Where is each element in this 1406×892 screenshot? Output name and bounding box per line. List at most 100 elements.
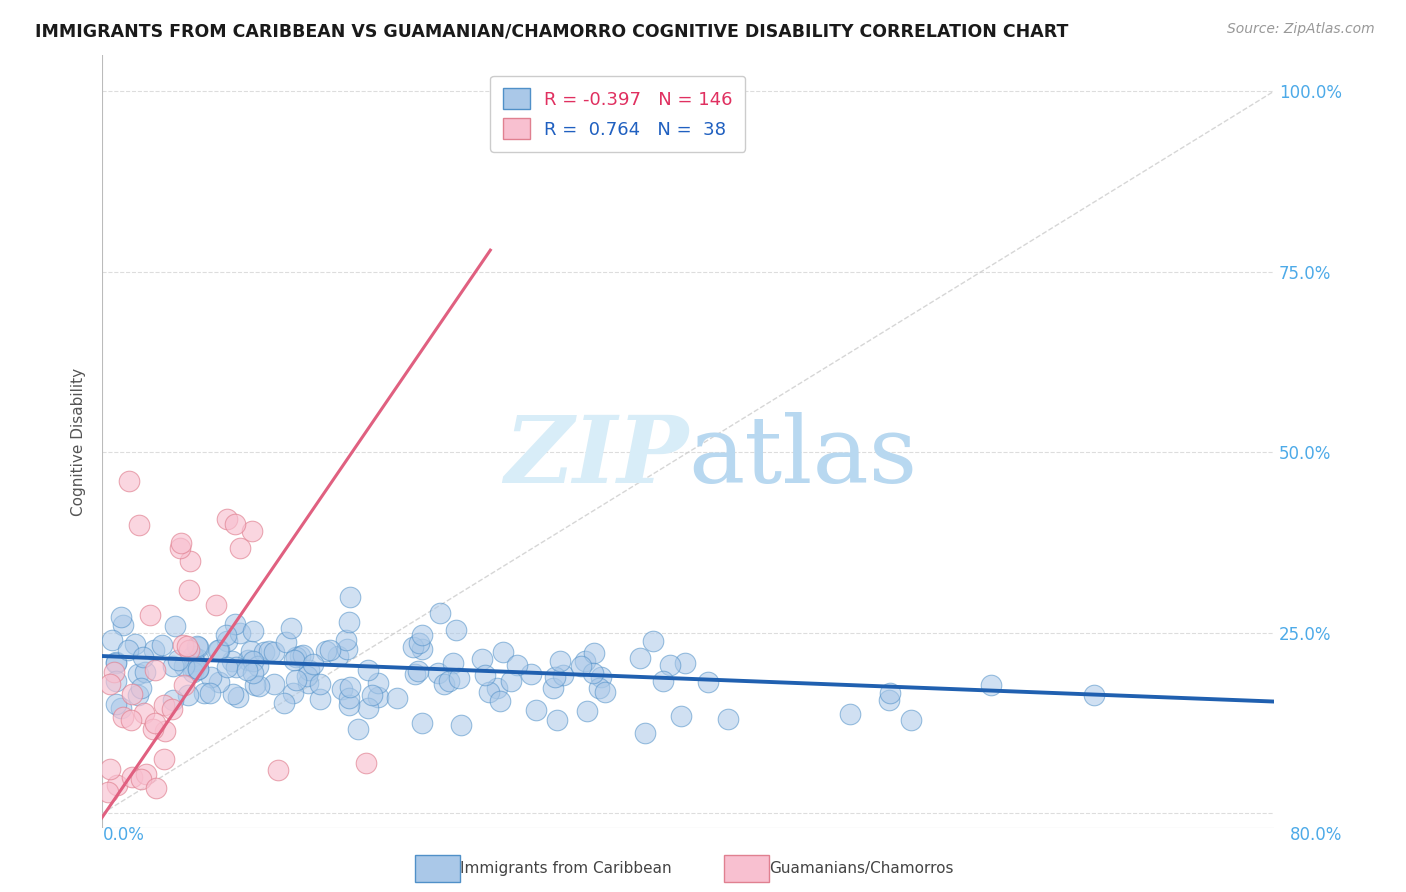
Point [143,663,166,677]
Point [444,623,467,637]
Point [104,655,127,669]
Point [145,780,167,795]
Point [273,696,295,710]
Point [200,670,222,684]
Text: IMMIGRANTS FROM CARIBBEAN VS GUAMANIAN/CHAMORRO COGNITIVE DISABILITY CORRELATION: IMMIGRANTS FROM CARIBBEAN VS GUAMANIAN/C… [35,22,1069,40]
Point [173,658,195,673]
Point [215,660,238,674]
Point [263,677,285,691]
Text: Immigrants from Caribbean: Immigrants from Caribbean [460,862,672,876]
Point [127,667,149,681]
Point [167,653,190,667]
Point [173,678,195,692]
Point [339,590,361,604]
Point [245,678,267,692]
Point [408,636,430,650]
Point [1083,688,1105,702]
Point [183,655,205,669]
Point [263,645,285,659]
Point [402,640,425,654]
Point [385,691,408,706]
Legend: R = -0.397   N = 146, R =  0.764   N =  38: R = -0.397 N = 146, R = 0.764 N = 38 [491,76,745,152]
Point [628,651,651,665]
Point [569,659,592,673]
Point [121,687,143,701]
Point [652,674,675,689]
Point [274,635,297,649]
Point [176,688,198,702]
Point [111,710,134,724]
Point [357,701,380,715]
Point [900,713,922,727]
Point [135,766,157,780]
Point [207,643,229,657]
Point [673,656,696,670]
Point [546,713,568,727]
Point [658,658,681,673]
Point [186,640,208,654]
Point [426,665,449,680]
Point [471,652,494,666]
Point [339,680,361,694]
Text: 0.0%: 0.0% [103,826,145,844]
Point [259,644,281,658]
Point [267,763,290,777]
Point [582,646,605,660]
Point [124,637,146,651]
Point [97,785,120,799]
Point [576,704,599,718]
Point [411,628,433,642]
Point [224,616,246,631]
Point [217,512,239,526]
Point [295,669,318,683]
Point [228,626,250,640]
Point [297,676,319,690]
Point [208,675,231,690]
Point [187,662,209,676]
Point [361,688,384,702]
Point [179,554,201,568]
Point [253,645,276,659]
Point [183,648,205,663]
Point [198,685,221,699]
Point [411,715,433,730]
Point [247,659,270,673]
Point [143,715,166,730]
Point [205,598,228,612]
Text: ZIP: ZIP [503,412,688,502]
Point [284,673,307,688]
Point [242,654,264,668]
Point [238,653,260,667]
Point [117,475,139,489]
Point [222,686,245,700]
Point [117,643,139,657]
Point [838,707,860,722]
Point [291,648,314,662]
Point [330,682,353,697]
Point [288,648,311,663]
Point [411,641,433,656]
Point [181,665,204,679]
Point [143,642,166,657]
Point [520,667,543,681]
Point [551,668,574,682]
Point [242,665,264,680]
Point [101,632,124,647]
Point [183,661,205,675]
Point [224,517,246,532]
Point [112,618,135,632]
Point [193,686,215,700]
Point [280,621,302,635]
Point [242,524,264,539]
Point [447,671,470,685]
Point [524,703,547,717]
Point [105,697,128,711]
Point [298,663,321,677]
Point [120,713,142,727]
Point [450,718,472,732]
Point [105,657,128,671]
Point [489,694,512,708]
Point [225,660,247,674]
Point [229,541,252,555]
Point [593,685,616,699]
